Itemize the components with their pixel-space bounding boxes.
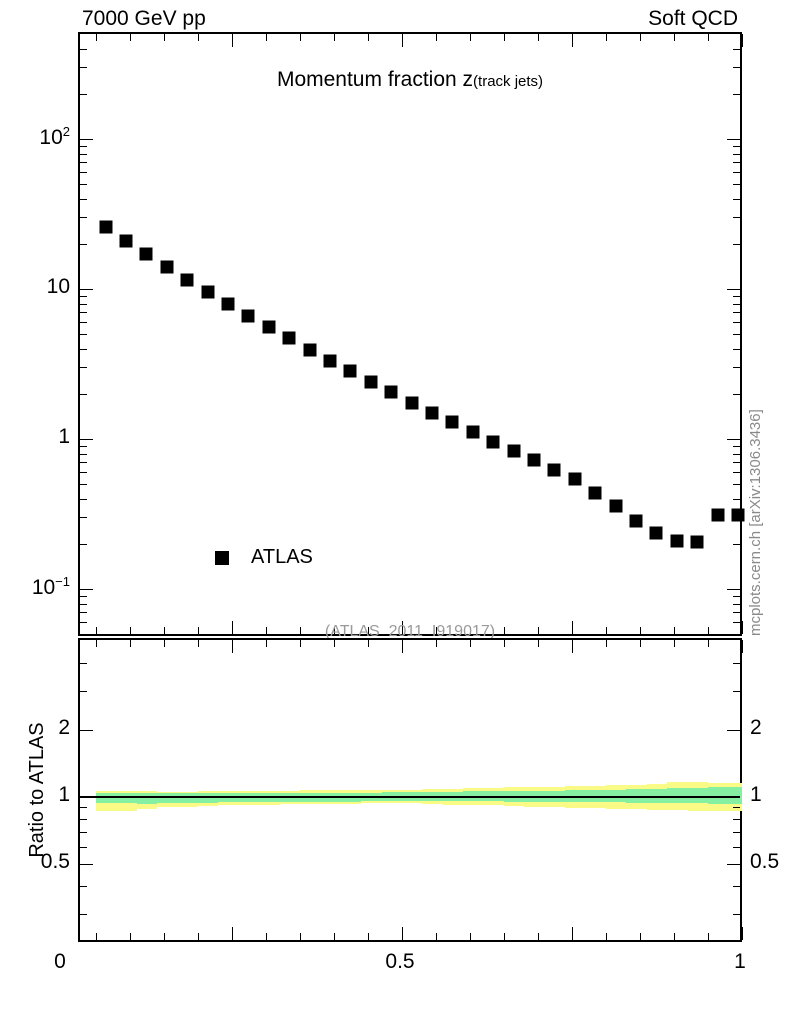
y-tick-label: 10−1 bbox=[31, 574, 70, 599]
data-point bbox=[527, 453, 541, 467]
data-point bbox=[547, 463, 561, 477]
ratio-y-tick-label-left: 2 bbox=[58, 715, 70, 739]
ratio-y-tick-label-left: 1 bbox=[58, 783, 70, 806]
data-point bbox=[486, 435, 500, 449]
data-point bbox=[99, 220, 112, 234]
data-point bbox=[629, 514, 643, 528]
legend: ATLAS bbox=[215, 546, 313, 569]
data-point bbox=[180, 273, 194, 287]
data-point bbox=[384, 385, 398, 399]
data-point bbox=[262, 320, 276, 334]
ratio-y-tick-label-right: 2 bbox=[750, 715, 762, 739]
data-point bbox=[609, 499, 622, 513]
ratio-band-segment bbox=[136, 793, 158, 804]
ratio-band-segment bbox=[728, 787, 742, 804]
data-point bbox=[649, 526, 663, 540]
data-point bbox=[241, 309, 255, 323]
data-point bbox=[282, 331, 296, 345]
ratio-band-segment bbox=[646, 788, 668, 803]
plot-title-main: Momentum fraction z bbox=[276, 68, 474, 91]
plot-title: Momentum fraction z(track jets) bbox=[80, 68, 740, 92]
x-tick-label: 0 bbox=[54, 950, 66, 973]
data-point bbox=[405, 396, 418, 409]
plot-title-sub: (track jets) bbox=[473, 73, 544, 90]
ratio-band-segment bbox=[116, 792, 137, 804]
ratio-band-segment bbox=[606, 789, 627, 803]
ratio-unity-line bbox=[80, 796, 740, 798]
data-point bbox=[711, 508, 724, 522]
data-point bbox=[425, 406, 439, 420]
mcplots-credit: mcplots.cern.ch [arXiv:1306.3436] bbox=[747, 409, 764, 636]
header-process-label: Soft QCD bbox=[648, 7, 738, 30]
data-point bbox=[568, 472, 582, 485]
x-tick-label: 0.5 bbox=[385, 950, 415, 973]
data-point bbox=[139, 247, 153, 261]
header-beam-label: 7000 GeV pp bbox=[82, 7, 206, 30]
data-point bbox=[690, 535, 704, 549]
ratio-band-segment bbox=[96, 792, 117, 804]
ratio-band-segment bbox=[667, 788, 688, 804]
ratio-band-segment bbox=[708, 787, 729, 804]
data-point bbox=[303, 343, 316, 357]
y-tick-label: 102 bbox=[39, 124, 70, 149]
y-tick-label: 1 bbox=[58, 425, 70, 448]
data-point bbox=[343, 364, 357, 378]
ratio-y-tick-label-left: 0.5 bbox=[40, 850, 70, 874]
data-point bbox=[588, 486, 602, 499]
ratio-y-axis-title: Ratio to ATLAS bbox=[26, 722, 48, 858]
ratio-plot-panel bbox=[78, 638, 743, 942]
ratio-band-segment bbox=[687, 787, 708, 804]
y-tick-label: 10 bbox=[46, 275, 70, 298]
data-point bbox=[445, 415, 459, 429]
legend-marker-atlas bbox=[215, 550, 229, 565]
analysis-id-watermark: (ATLAS_2011_I919017) bbox=[324, 623, 496, 640]
ratio-band-segment bbox=[157, 793, 178, 803]
legend-label-atlas: ATLAS bbox=[251, 546, 313, 568]
data-point bbox=[119, 234, 133, 248]
data-point bbox=[201, 285, 214, 299]
ratio-band-segment bbox=[626, 789, 647, 803]
data-point bbox=[364, 375, 378, 389]
data-point bbox=[160, 260, 174, 274]
data-point bbox=[731, 508, 745, 522]
main-plot-panel: Momentum fraction z(track jets) ATLAS (A… bbox=[78, 32, 745, 640]
ratio-y-tick-label-right: 1 bbox=[750, 783, 762, 806]
data-point bbox=[323, 354, 337, 368]
data-point bbox=[466, 425, 480, 439]
x-tick-label: 1 bbox=[734, 950, 746, 973]
data-point bbox=[221, 297, 235, 311]
data-point bbox=[670, 534, 684, 548]
ratio-y-tick-label-right: 0.5 bbox=[750, 850, 780, 874]
data-point bbox=[507, 444, 520, 458]
